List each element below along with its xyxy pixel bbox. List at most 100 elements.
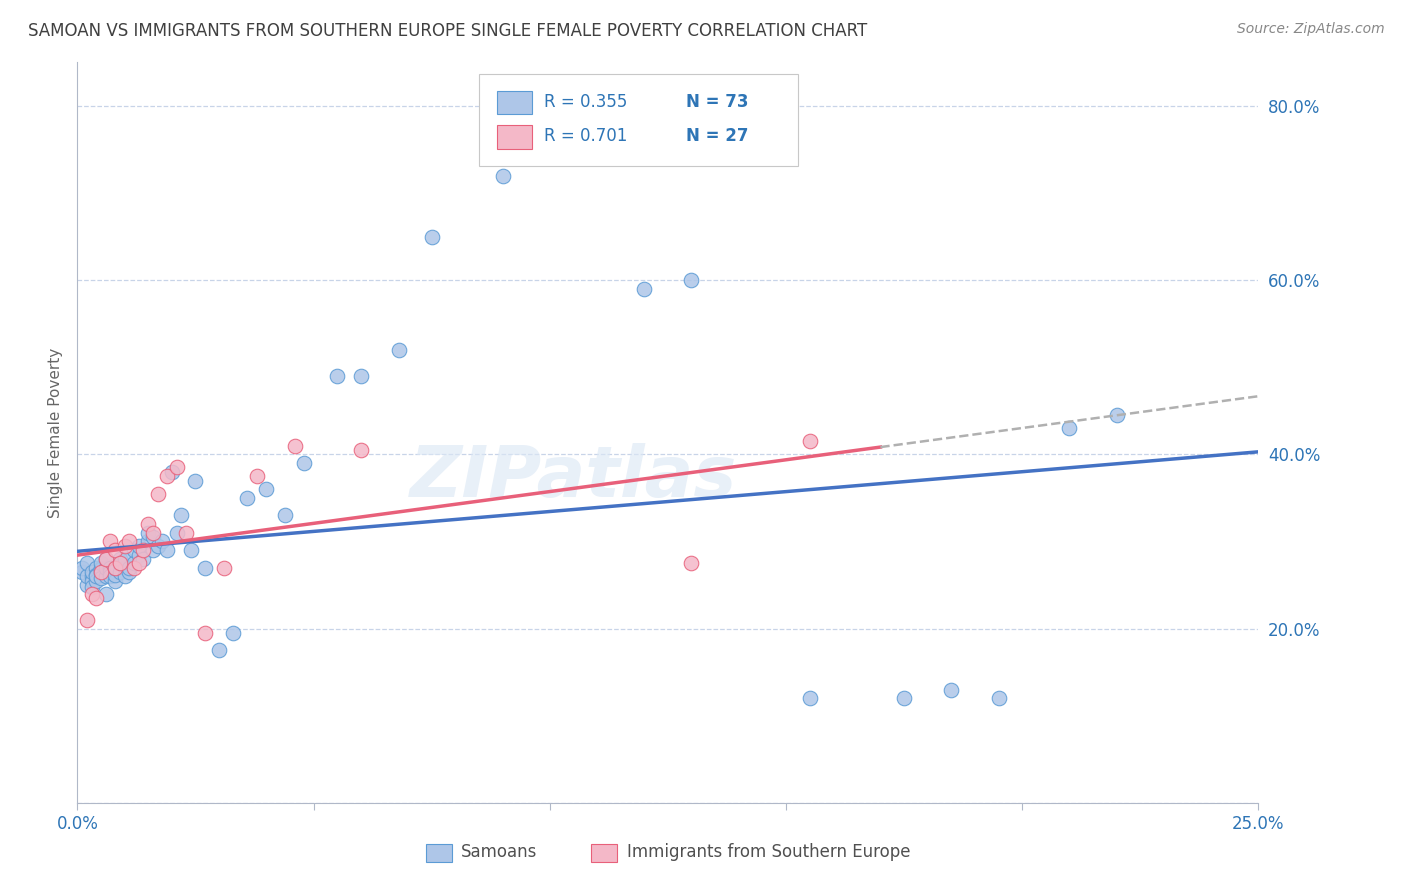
Point bbox=[681, 273, 703, 287]
Point bbox=[84, 567, 107, 582]
Point bbox=[114, 552, 136, 566]
Point bbox=[180, 543, 202, 558]
Point bbox=[170, 508, 193, 523]
Point bbox=[284, 439, 307, 453]
Text: Source: ZipAtlas.com: Source: ZipAtlas.com bbox=[1237, 22, 1385, 37]
Point bbox=[194, 626, 217, 640]
Point bbox=[90, 556, 112, 570]
Point bbox=[94, 552, 117, 566]
Point bbox=[80, 569, 103, 583]
Point bbox=[70, 560, 93, 574]
Point bbox=[90, 571, 112, 585]
Point bbox=[236, 491, 259, 505]
Point bbox=[166, 460, 188, 475]
Point bbox=[118, 565, 141, 579]
Point bbox=[104, 543, 127, 558]
Point bbox=[208, 643, 231, 657]
Point bbox=[132, 552, 155, 566]
FancyBboxPatch shape bbox=[496, 91, 531, 114]
Point bbox=[90, 565, 112, 579]
FancyBboxPatch shape bbox=[426, 844, 451, 862]
Point bbox=[108, 556, 131, 570]
Point bbox=[893, 691, 915, 706]
Point bbox=[80, 565, 103, 579]
Point bbox=[100, 569, 122, 583]
Point bbox=[136, 517, 159, 532]
Y-axis label: Single Female Poverty: Single Female Poverty bbox=[48, 348, 63, 517]
Point bbox=[987, 691, 1010, 706]
Point bbox=[114, 569, 136, 583]
Text: N = 73: N = 73 bbox=[686, 93, 748, 111]
Point bbox=[128, 539, 150, 553]
Point bbox=[114, 539, 136, 553]
Point bbox=[114, 560, 136, 574]
Point bbox=[108, 556, 131, 570]
Point bbox=[122, 556, 145, 570]
FancyBboxPatch shape bbox=[479, 73, 797, 166]
Point bbox=[142, 543, 165, 558]
Point bbox=[80, 574, 103, 588]
Point bbox=[166, 525, 188, 540]
Point bbox=[132, 543, 155, 558]
Point bbox=[799, 691, 821, 706]
Point bbox=[184, 474, 207, 488]
Point bbox=[254, 482, 277, 496]
Point bbox=[122, 560, 145, 574]
Point bbox=[76, 556, 98, 570]
Text: R = 0.355: R = 0.355 bbox=[544, 93, 627, 111]
Text: R = 0.701: R = 0.701 bbox=[544, 128, 627, 145]
Point bbox=[80, 580, 103, 594]
Point bbox=[136, 534, 159, 549]
Point bbox=[174, 525, 197, 540]
Point bbox=[94, 569, 117, 583]
Point bbox=[90, 565, 112, 579]
Point bbox=[94, 552, 117, 566]
Point bbox=[633, 282, 655, 296]
Point bbox=[94, 560, 117, 574]
Point bbox=[292, 456, 315, 470]
Point bbox=[1105, 408, 1128, 422]
Point bbox=[799, 434, 821, 449]
Point bbox=[100, 565, 122, 579]
Point bbox=[104, 560, 127, 574]
Text: Samoans: Samoans bbox=[461, 844, 537, 862]
Point bbox=[84, 569, 107, 583]
Point bbox=[108, 552, 131, 566]
Point bbox=[420, 229, 443, 244]
Point bbox=[222, 626, 245, 640]
Point bbox=[100, 560, 122, 574]
Point bbox=[84, 560, 107, 574]
Point bbox=[136, 525, 159, 540]
Point bbox=[350, 369, 373, 384]
Point bbox=[118, 560, 141, 574]
Point bbox=[100, 534, 122, 549]
FancyBboxPatch shape bbox=[591, 844, 617, 862]
Point bbox=[84, 574, 107, 588]
Point bbox=[128, 548, 150, 562]
Point bbox=[76, 569, 98, 583]
Point bbox=[90, 560, 112, 574]
Point bbox=[128, 556, 150, 570]
Point bbox=[274, 508, 297, 523]
Text: N = 27: N = 27 bbox=[686, 128, 748, 145]
Point bbox=[76, 578, 98, 592]
Text: SAMOAN VS IMMIGRANTS FROM SOUTHERN EUROPE SINGLE FEMALE POVERTY CORRELATION CHAR: SAMOAN VS IMMIGRANTS FROM SOUTHERN EUROP… bbox=[28, 22, 868, 40]
Point bbox=[146, 539, 169, 553]
Point bbox=[491, 169, 513, 183]
Point bbox=[104, 560, 127, 574]
Point bbox=[150, 534, 173, 549]
Point bbox=[104, 567, 127, 582]
Point bbox=[156, 543, 179, 558]
Point bbox=[118, 534, 141, 549]
Point bbox=[350, 443, 373, 458]
Text: ZIPatlas: ZIPatlas bbox=[409, 442, 737, 511]
Point bbox=[194, 560, 217, 574]
Point bbox=[122, 543, 145, 558]
Point bbox=[246, 469, 269, 483]
Point bbox=[212, 560, 235, 574]
Point bbox=[94, 587, 117, 601]
Point bbox=[1059, 421, 1081, 435]
Point bbox=[84, 591, 107, 606]
Point bbox=[80, 587, 103, 601]
Point bbox=[941, 682, 963, 697]
